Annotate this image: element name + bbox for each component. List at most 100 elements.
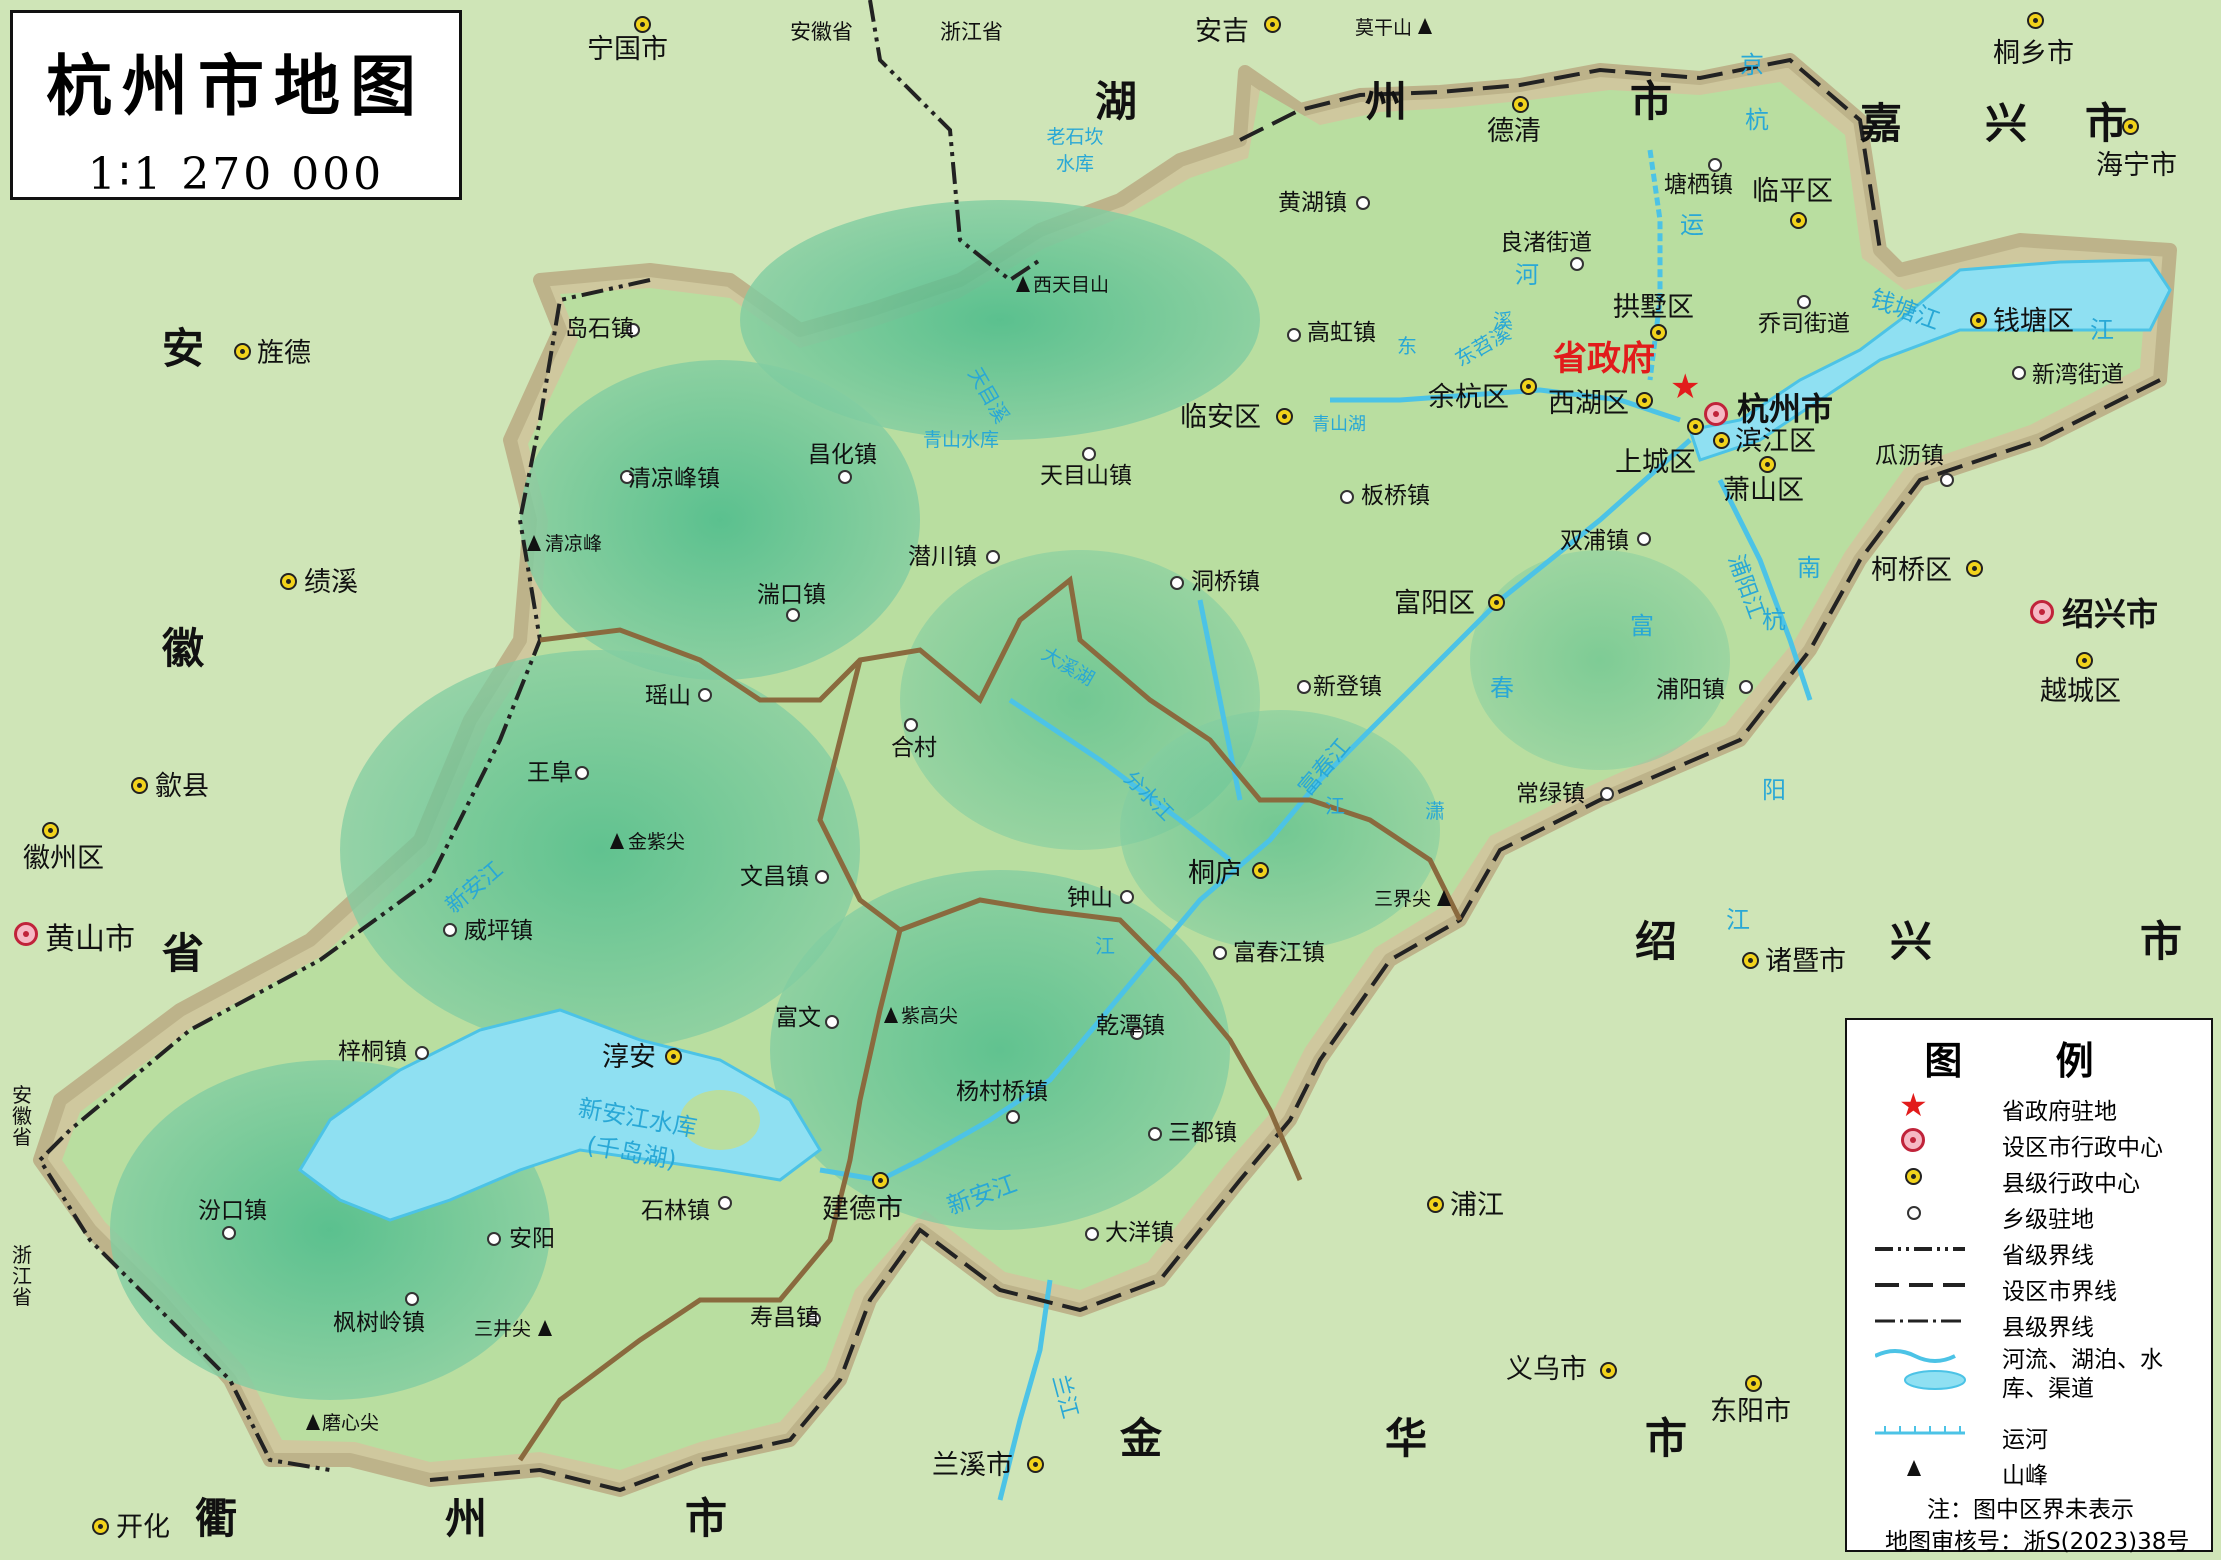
- peak-icon: [884, 1007, 898, 1023]
- water-label: 富: [1630, 612, 1654, 640]
- region-label: 金: [1120, 1414, 1165, 1463]
- town-label: 安阳: [509, 1226, 555, 1252]
- county-label: 建德市: [822, 1194, 903, 1225]
- county-marker: [1966, 560, 1983, 577]
- town-label: 双浦镇: [1560, 528, 1629, 554]
- peak-icon: [1437, 890, 1451, 906]
- legend-label: 县级界线: [2002, 1315, 2094, 1341]
- water-label: 江: [1726, 906, 1750, 934]
- legend-item: 山峰: [1847, 1452, 2211, 1489]
- water-label: 江: [2090, 316, 2114, 344]
- county-marker: [2122, 118, 2139, 135]
- region-label: 省: [162, 929, 207, 978]
- county-marker: [665, 1048, 682, 1065]
- county-marker: [2076, 652, 2093, 669]
- region-label: 兴: [1890, 917, 1935, 966]
- town-label: 寿昌镇: [750, 1305, 819, 1331]
- town-label: 湍口镇: [757, 582, 826, 608]
- peak-icon: [1875, 1452, 1955, 1486]
- peak-icon: [527, 535, 541, 551]
- region-label: 市: [685, 1494, 730, 1543]
- county-label: 临平区: [1752, 176, 1833, 207]
- county-borders: [517, 575, 1463, 1462]
- region-label: 徽: [162, 624, 207, 673]
- county-label: 旌德: [257, 338, 311, 369]
- region-label: 市: [1645, 1414, 1690, 1463]
- town-marker: [1297, 680, 1311, 694]
- county-marker: [1520, 378, 1537, 395]
- county-marker: [1252, 862, 1269, 879]
- county-label: 越城区: [2040, 676, 2121, 707]
- county-marker: [1276, 408, 1293, 425]
- region-label: 市: [1630, 77, 1675, 126]
- town-label: 黄湖镇: [1278, 190, 1347, 216]
- region-label: 州: [445, 1494, 490, 1543]
- county-label: 钱塘区: [1993, 306, 2074, 337]
- town-label: 乔司街道: [1758, 311, 1850, 337]
- map-title-box: 杭州市地图 1∶1 270 000: [10, 10, 462, 200]
- region-label: 湖: [1095, 77, 1140, 126]
- town-label: 昌化镇: [808, 442, 877, 468]
- town-label: 钟山: [1067, 885, 1113, 911]
- town-label: 洞桥镇: [1191, 569, 1260, 595]
- town-label: 新登镇: [1313, 674, 1382, 700]
- qiantang-estuary: [1688, 258, 2172, 462]
- county-marker: [131, 777, 148, 794]
- county-label: 余杭区: [1428, 382, 1509, 413]
- town-marker: [1797, 295, 1811, 309]
- water-label: 河: [1515, 261, 1539, 289]
- town-label: 良渚街道: [1500, 230, 1592, 256]
- town-marker: [904, 718, 918, 732]
- town-icon: [1875, 1196, 1955, 1230]
- city-label: 绍兴市: [2062, 595, 2159, 633]
- city-label: 黄山市: [45, 922, 135, 957]
- town-marker: [1637, 532, 1651, 546]
- town-label: 板桥镇: [1361, 483, 1430, 509]
- town-marker: [1213, 946, 1227, 960]
- town-marker: [807, 1312, 821, 1326]
- county-marker: [1905, 1168, 1922, 1185]
- town-marker: [415, 1046, 429, 1060]
- county-marker: [634, 16, 651, 33]
- city-border-icon: [1875, 1268, 1965, 1302]
- town-label: 乾潭镇: [1096, 1013, 1165, 1039]
- legend-title: 图 例: [1924, 1039, 2134, 1083]
- town-marker: [575, 766, 589, 780]
- county-label: 桐庐: [1188, 858, 1242, 889]
- legend: 图 例 ★ 省政府驻地 设区市行政中心 县级行政中心 乡级驻地 省级界线 设区市…: [1845, 1018, 2213, 1555]
- county-marker: [92, 1518, 109, 1535]
- region-label: 衢: [195, 1494, 240, 1543]
- county-marker: [1687, 418, 1704, 435]
- water-label: 老石坎水库: [1046, 126, 1104, 175]
- town-marker: [1130, 1026, 1144, 1040]
- county-label: 西湖区: [1548, 388, 1629, 419]
- legend-item: 县级行政中心: [1847, 1160, 2211, 1197]
- county-marker: [42, 822, 59, 839]
- peak-label: 磨心尖: [322, 1412, 380, 1434]
- legend-label: 运河: [2002, 1427, 2048, 1453]
- city-icon: [1875, 1124, 1955, 1158]
- county-label: 浦江: [1450, 1190, 1504, 1221]
- town-marker: [2012, 366, 2026, 380]
- legend-label: 山峰: [2002, 1463, 2048, 1489]
- county-marker: [280, 573, 297, 590]
- region-label: 兴: [1985, 99, 2030, 148]
- legend-label: 设区市行政中心: [2002, 1135, 2163, 1161]
- town-marker: [1570, 257, 1584, 271]
- county-marker: [1759, 456, 1776, 473]
- county-label: 安吉: [1195, 16, 1249, 47]
- water-label: 杭: [1745, 106, 1769, 134]
- town-marker: [1739, 680, 1753, 694]
- legend-item: 县级界线: [1847, 1304, 2211, 1341]
- water-label: 杭: [1762, 606, 1786, 634]
- town-label: 威坪镇: [464, 918, 533, 944]
- region-label: 市: [2140, 917, 2185, 966]
- legend-label: 省政府驻地: [2002, 1099, 2117, 1125]
- map-review-number: 地图审核号：浙S(2023)38号: [1885, 1529, 2190, 1555]
- town-marker: [620, 470, 634, 484]
- county-label: 歙县: [155, 771, 209, 802]
- county-marker: [1713, 432, 1730, 449]
- town-label: 常绿镇: [1516, 781, 1585, 807]
- county-label: 柯桥区: [1871, 555, 1952, 586]
